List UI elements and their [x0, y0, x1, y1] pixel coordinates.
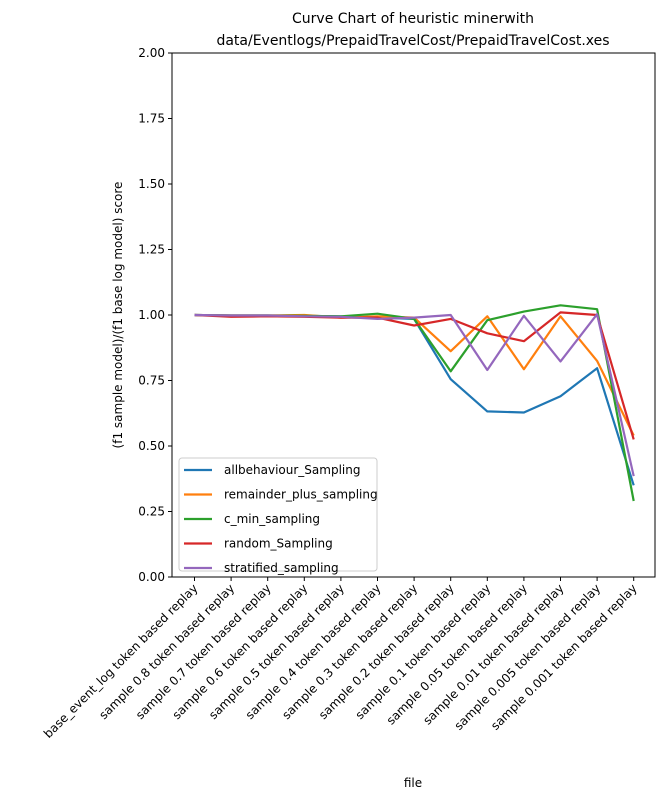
legend-label: c_min_sampling	[224, 512, 320, 526]
legend-label: remainder_plus_sampling	[224, 488, 378, 502]
series-line-remainder_plus_sampling	[194, 313, 635, 436]
plot-area-frame	[171, 52, 656, 578]
y-tick-label: 0.25	[138, 505, 165, 519]
y-tick-label: 1.75	[138, 112, 165, 126]
legend-label: stratified_sampling	[224, 561, 339, 575]
legend-label: random_Sampling	[224, 537, 333, 551]
legend-frame	[178, 457, 378, 572]
legend-label: allbehaviour_Sampling	[224, 463, 360, 477]
y-tick-label: 2.00	[138, 46, 165, 60]
y-tick-label: 0.00	[138, 570, 165, 584]
chart-title-line2: data/Eventlogs/PrepaidTravelCost/Prepaid…	[216, 33, 609, 49]
y-tick-label: 1.50	[138, 177, 165, 191]
y-tick-label: 1.25	[138, 243, 165, 257]
series-lines	[194, 304, 635, 502]
y-tick-label: 0.50	[138, 439, 165, 453]
chart-title-line1: Curve Chart of heuristic minerwith	[292, 11, 534, 27]
x-axis-label: file	[404, 776, 422, 790]
x-axis-ticks: base_event_log token based replaysample …	[41, 577, 640, 741]
legend: allbehaviour_Sampling remainder_plus_samp…	[178, 457, 378, 575]
series-line-random_Sampling	[194, 311, 635, 440]
y-tick-label: 1.00	[138, 308, 165, 322]
y-axis-ticks: 0.00 0.25 0.50 0.75 1.00 1.25 1.50 1.75 2.00	[138, 46, 172, 584]
y-tick-label: 0.75	[138, 374, 165, 388]
series-line-stratified_sampling	[194, 313, 635, 477]
y-axis-label: (f1 sample model)/(f1 base log model) sc…	[111, 182, 125, 449]
